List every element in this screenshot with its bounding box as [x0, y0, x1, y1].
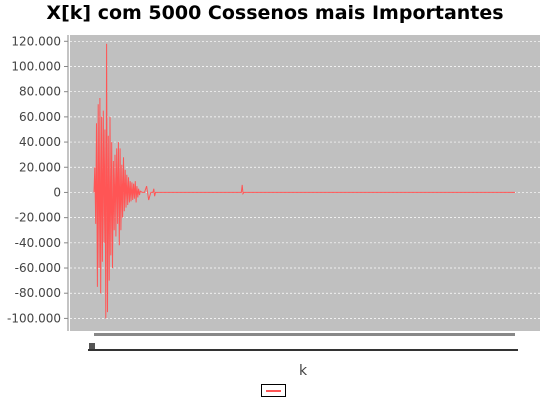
y-tick-label: -40.000 — [15, 236, 61, 250]
x-axis-band — [94, 333, 515, 336]
series-line — [93, 43, 515, 319]
y-tick-label: -20.000 — [15, 211, 61, 225]
chart-title: X[k] com 5000 Cossenos mais Importantes — [46, 2, 504, 24]
y-tick-label: 80.000 — [19, 85, 61, 99]
y-axis-ticks: 120.000 100.000 80.000 60.000 40.000 20.000 0 -… — [7, 34, 68, 325]
y-tick-label: -100.000 — [7, 311, 61, 325]
legend-swatch — [266, 390, 281, 392]
y-tick-label: -60.000 — [15, 261, 61, 275]
y-tick-label: 40.000 — [19, 135, 61, 149]
x-axis-label: k — [299, 363, 308, 379]
x-axis-tick-cluster — [89, 343, 95, 349]
y-tick-label: -80.000 — [15, 286, 61, 300]
y-tick-label: 100.000 — [11, 59, 61, 73]
y-tick-label: 120.000 — [11, 34, 61, 48]
y-tick-label: 60.000 — [19, 110, 61, 124]
legend — [261, 384, 286, 397]
y-tick-label: 20.000 — [19, 160, 61, 174]
plot-background — [70, 35, 540, 331]
y-tick-label: 0 — [53, 185, 61, 199]
